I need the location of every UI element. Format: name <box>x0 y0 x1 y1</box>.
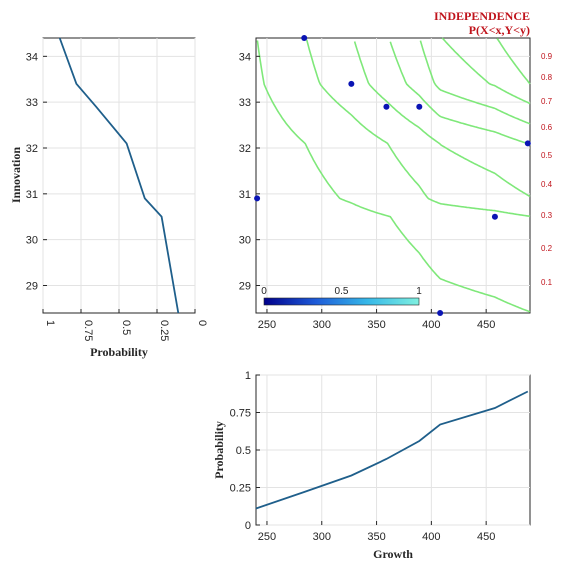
bottom-xtick-label: 450 <box>477 531 495 543</box>
right-tick-label: 0.6 <box>541 123 553 132</box>
joint-subtitle: P(X<x,Y<y) <box>469 23 530 37</box>
joint-xtick-label: 400 <box>422 319 440 331</box>
joint-ytick-label: 34 <box>239 51 251 63</box>
right-tick-label: 0.5 <box>541 151 553 160</box>
scatter-point <box>416 103 423 110</box>
scatter-point <box>301 35 308 41</box>
colorbar-tick-label: 0 <box>261 286 267 297</box>
left-xtick-label: 0.75 <box>82 320 94 341</box>
bottom-xtick-label: 350 <box>367 531 385 543</box>
right-tick-label: 0.8 <box>541 73 553 82</box>
joint-ytick-label: 30 <box>239 235 251 247</box>
contour-lines <box>256 37 531 313</box>
scatter-points <box>254 35 531 316</box>
joint-xtick-label: 450 <box>477 319 495 331</box>
scatter-point <box>254 195 261 202</box>
scatter-point <box>524 140 531 147</box>
bottom-ytick-label: 0.5 <box>236 445 251 457</box>
left-ytick-label: 32 <box>26 143 38 155</box>
bottom-ylabel: Probability <box>212 421 226 479</box>
joint-title: INDEPENDENCE <box>434 9 530 23</box>
right-tick-label: 0.2 <box>541 244 553 253</box>
joint-ytick-label: 33 <box>239 97 251 109</box>
colorbar-tick-label: 1 <box>416 286 422 297</box>
left-grid <box>42 38 196 313</box>
right-tick-label: 0.9 <box>541 52 553 61</box>
colorbar-strip <box>263 297 420 306</box>
joint-ticks: 250 300 350 400 450 29 30 31 32 33 34 <box>239 51 496 331</box>
left-ytick-label: 31 <box>26 189 38 201</box>
bottom-ytick-label: 0 <box>245 520 251 532</box>
right-tick-label: 0.4 <box>541 180 553 189</box>
left-xtick-label: 1 <box>44 320 56 326</box>
contour-line <box>256 40 531 313</box>
left-ticks: 1 0.75 0.5 0.25 0 29 30 31 32 33 34 <box>26 51 208 341</box>
joint-plot-area <box>255 37 531 314</box>
left-ytick-label: 29 <box>26 281 38 293</box>
left-ytick-label: 30 <box>26 235 38 247</box>
left-ytick-label: 33 <box>26 97 38 109</box>
left-cdf-line <box>58 37 180 314</box>
left-xtick-label: 0 <box>196 320 208 326</box>
left-xtick-label: 0.25 <box>158 320 170 341</box>
scatter-point <box>437 310 444 316</box>
bottom-xtick-label: 300 <box>313 531 331 543</box>
left-marginal-plot: 1 0.75 0.5 0.25 0 29 30 31 32 33 34 Probability In… <box>9 37 208 359</box>
joint-ytick-label: 29 <box>239 281 251 293</box>
colorbar-tick-label: 0.5 <box>335 286 349 297</box>
left-ylabel: Innovation <box>9 147 23 203</box>
bottom-cdf-line <box>255 390 529 510</box>
bottom-xtick-label: 250 <box>258 531 276 543</box>
scatter-point <box>348 80 355 87</box>
left-xlabel: Probability <box>90 345 148 359</box>
right-tick-label: 0.1 <box>541 278 553 287</box>
contour-line <box>496 37 531 85</box>
right-tick-label: 0.3 <box>541 211 553 220</box>
bottom-ticks: 250 300 350 400 450 0 0.25 0.5 0.75 1 <box>230 370 496 543</box>
bottom-xlabel: Growth <box>373 547 413 561</box>
contour-line <box>389 41 531 147</box>
contour-line <box>353 41 531 198</box>
right-probability-ticks: 0.1 0.2 0.3 0.4 0.5 0.6 0.7 0.8 0.9 <box>541 52 553 287</box>
joint-grid <box>256 38 530 313</box>
joint-ytick-label: 31 <box>239 189 251 201</box>
right-tick-label: 0.7 <box>541 97 553 106</box>
joint-plot: 250 300 350 400 450 29 30 31 32 33 34 0.1 0.2 0.3 0.4… <box>239 9 553 331</box>
colorbar: 0 0.5 1 <box>261 286 422 306</box>
bottom-xtick-label: 400 <box>422 531 440 543</box>
bottom-ytick-label: 0.75 <box>230 408 251 420</box>
bottom-marginal-plot: 250 300 350 400 450 0 0.25 0.5 0.75 1 Growth Prob… <box>212 370 531 561</box>
joint-xtick-label: 350 <box>367 319 385 331</box>
contour-line <box>419 40 531 125</box>
contour-line <box>441 37 531 105</box>
scatter-point <box>491 213 498 220</box>
joint-xtick-label: 300 <box>313 319 331 331</box>
left-xtick-label: 0.5 <box>120 320 132 335</box>
bottom-grid <box>256 374 530 526</box>
contour-line <box>305 39 531 218</box>
bottom-ytick-label: 1 <box>245 370 251 382</box>
left-ytick-label: 34 <box>26 51 38 63</box>
joint-ytick-label: 32 <box>239 143 251 155</box>
scatter-point <box>383 103 390 110</box>
bottom-ytick-label: 0.25 <box>230 483 251 495</box>
colorbar-ticks: 0 0.5 1 <box>261 286 422 297</box>
joint-xtick-label: 250 <box>258 319 276 331</box>
